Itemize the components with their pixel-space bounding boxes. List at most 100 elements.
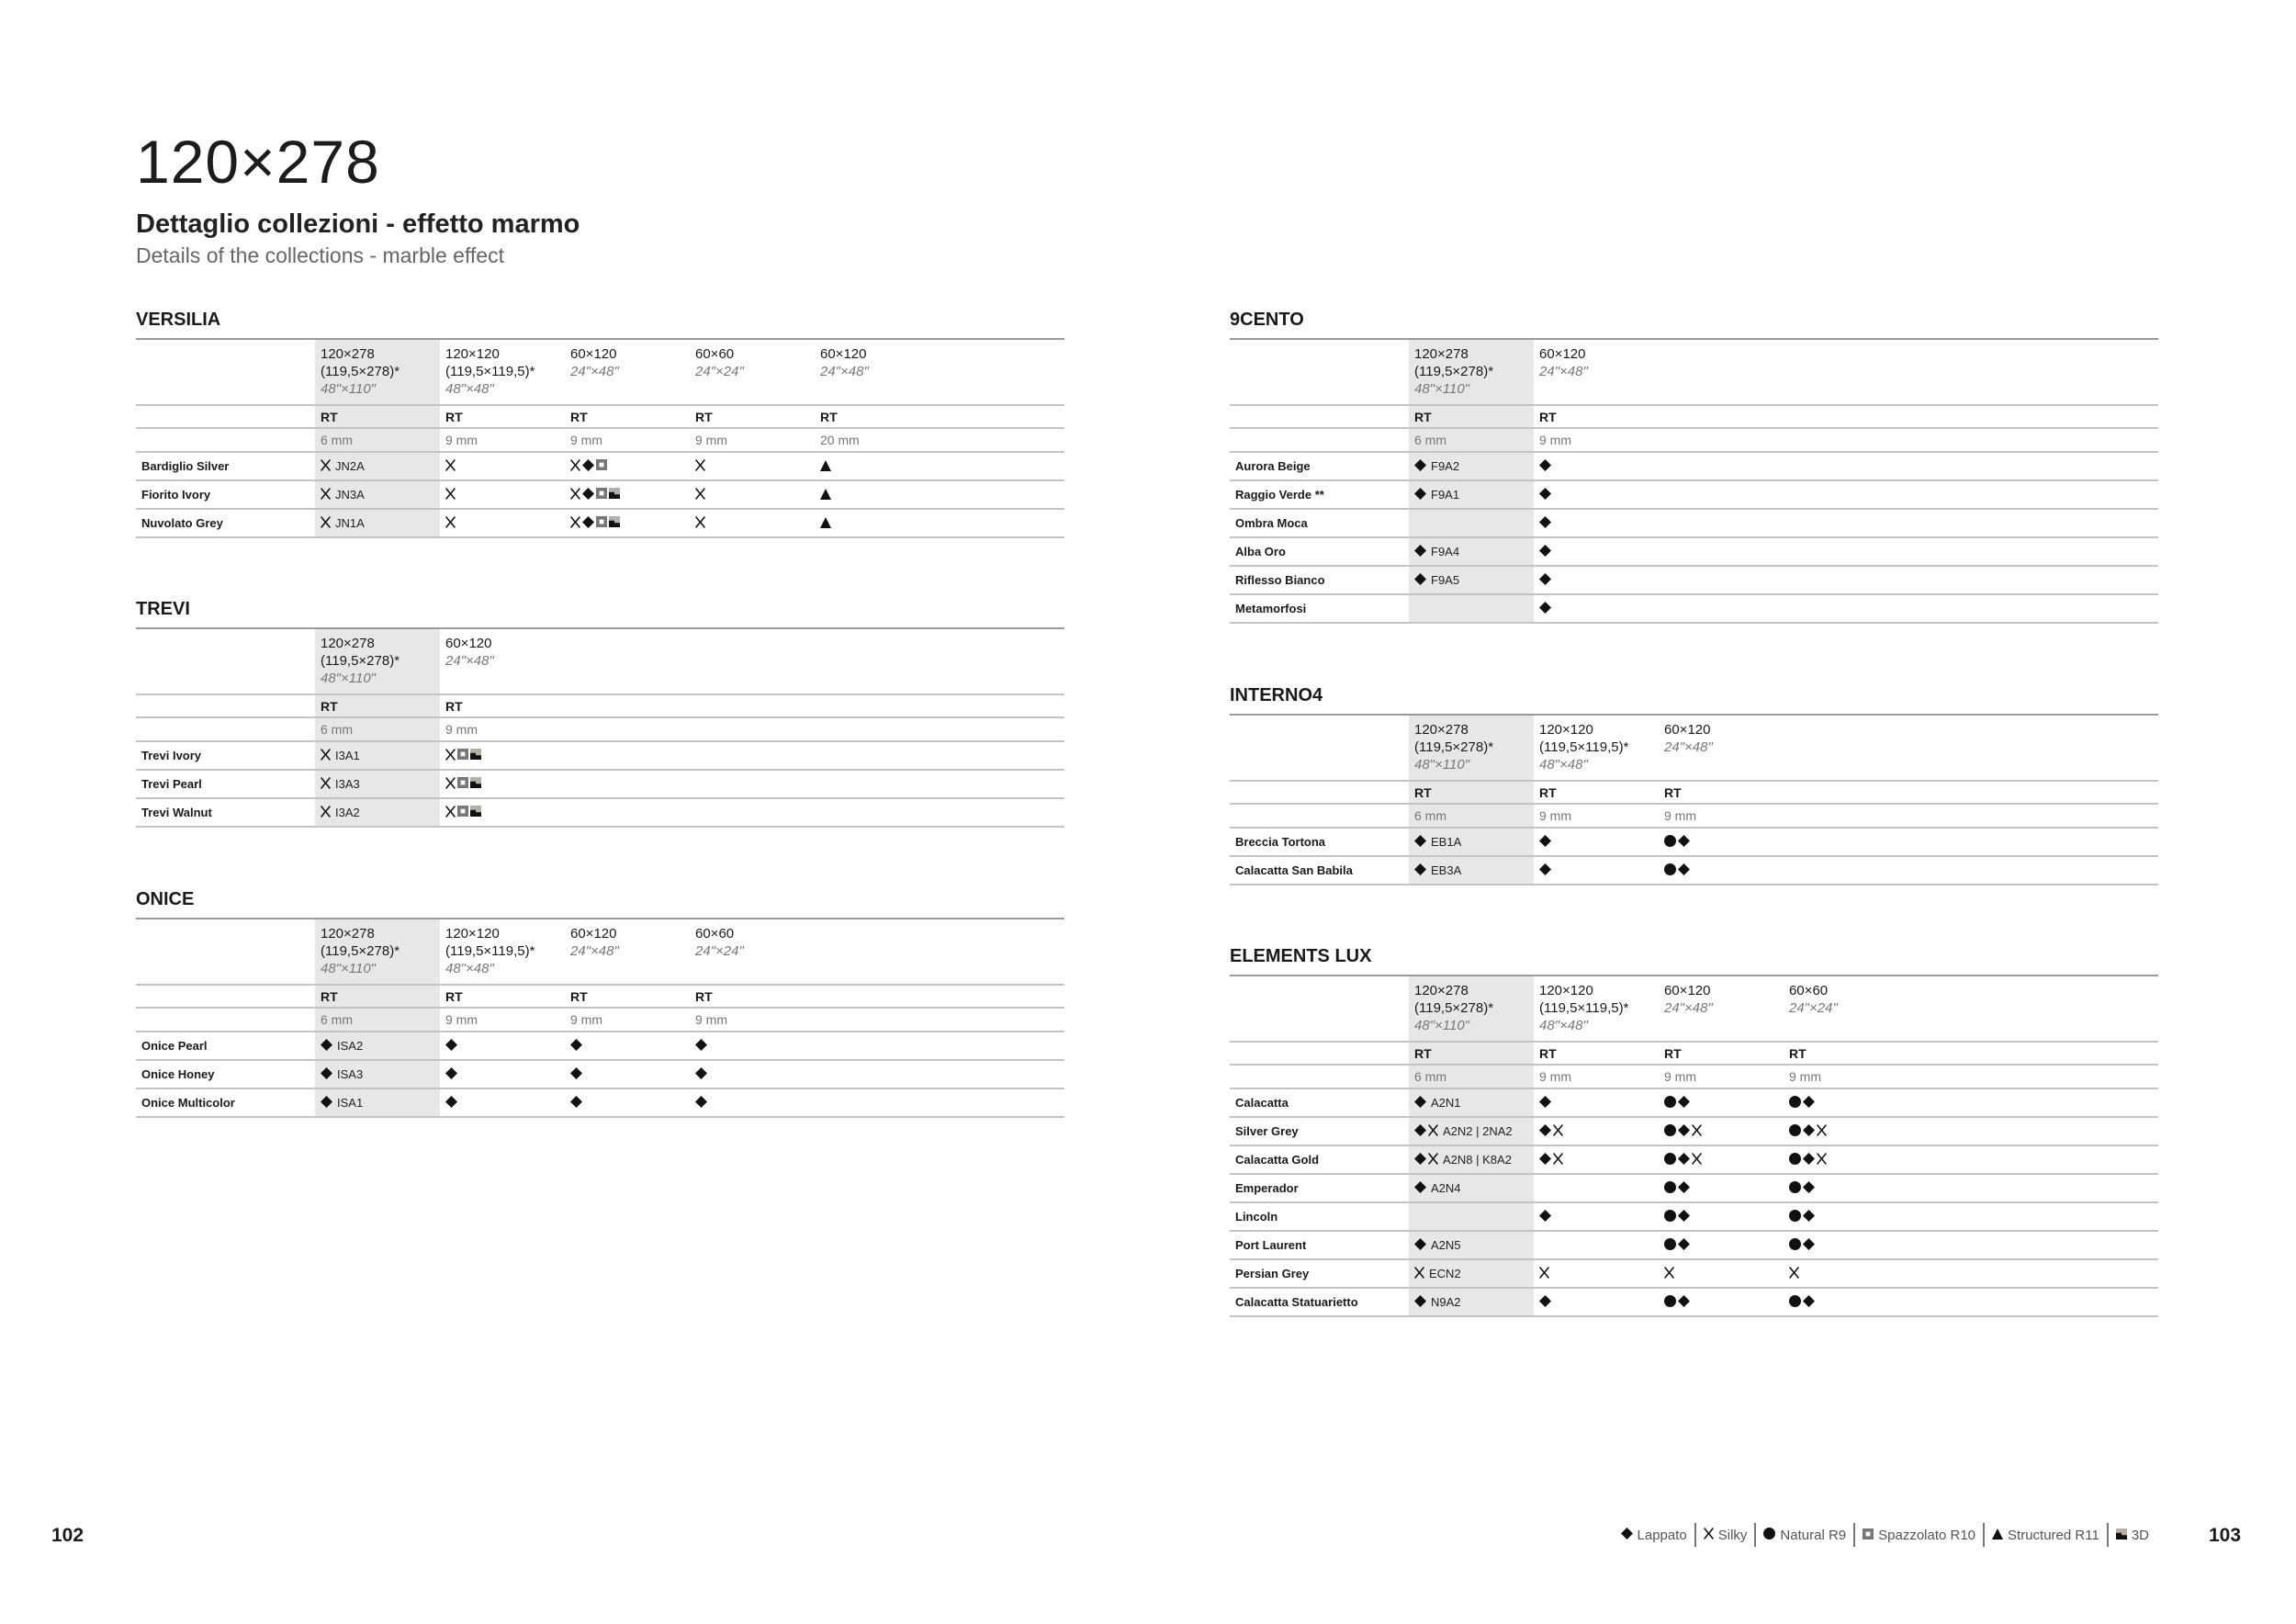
lappato-icon <box>1414 834 1426 850</box>
table-row: Emperador A2N4 <box>1230 1174 2158 1203</box>
size-inches: 24"×24" <box>1789 1000 1838 1016</box>
empty-cell <box>1908 1174 2158 1203</box>
empty-cell <box>565 798 1064 828</box>
lappato-icon <box>695 1066 707 1082</box>
empty-cell <box>1908 976 2158 1043</box>
size-header: 120×278 (119,5×278)* 48"×110" <box>315 919 440 986</box>
silky-icon <box>695 458 705 474</box>
spazzolato-icon <box>596 488 607 502</box>
availability-cell <box>1534 566 1659 595</box>
availability-cell: F9A2 <box>1409 452 1534 481</box>
edge-finish: RT <box>815 405 940 429</box>
legend-item-spazzolato: Spazzolato R10 <box>1853 1523 1983 1547</box>
availability-cell: F9A4 <box>1409 537 1534 567</box>
collection-versilia: VERSILIA 120×278 (119,5×278)* 48"×110" 120×1… <box>136 310 1064 538</box>
product-code: JN3A <box>335 488 365 502</box>
silky-icon <box>445 487 456 502</box>
table-row: Raggio Verde ** F9A1 <box>1230 480 2158 510</box>
size-header: 120×278 (119,5×278)* 48"×110" <box>1409 339 1534 406</box>
size-header-row: 120×278 (119,5×278)* 48"×110" 60×120 24"×48" <box>136 628 1064 695</box>
3d-icon <box>470 777 481 791</box>
size-header-row: 120×278 (119,5×278)* 48"×110" 120×120 (119,5… <box>1230 976 2158 1043</box>
thickness-row: 6 mm 9 mm <box>1230 428 2158 453</box>
lappato-icon <box>1678 1180 1690 1196</box>
natural-icon <box>1789 1294 1801 1310</box>
legend-label: Lappato <box>1637 1527 1687 1543</box>
table-row: Fiorito Ivory JN3A <box>136 480 1064 510</box>
silky-icon <box>321 776 331 792</box>
empty-cell <box>1784 856 2158 885</box>
page-subtitle: Dettaglio collezioni - effetto marmo <box>136 209 580 239</box>
collection-table: 120×278 (119,5×278)* 48"×110" 120×120 (119,5… <box>1230 975 2158 1317</box>
lappato-icon <box>445 1038 457 1054</box>
silky-icon <box>1553 1152 1563 1167</box>
product-name: Calacatta Statuarietto <box>1230 1288 1409 1317</box>
edge-finish: RT <box>1534 1042 1659 1066</box>
finish-row: RT RT RT RT RT <box>136 405 1064 429</box>
availability-cell <box>565 480 690 510</box>
table-row: Port Laurent A2N5 <box>1230 1231 2158 1260</box>
availability-cell <box>1659 1288 1784 1317</box>
collection-title: VERSILIA <box>136 310 221 330</box>
size-inches: 24"×48" <box>820 364 869 379</box>
edge-finish: RT <box>1409 405 1534 429</box>
thickness: 6 mm <box>1409 428 1534 453</box>
product-name: Metamorfosi <box>1230 594 1409 624</box>
availability-cell <box>1534 509 1659 538</box>
lappato-icon <box>1678 1152 1690 1167</box>
availability-cell <box>815 509 940 538</box>
collection-table: 120×278 (119,5×278)* 48"×110" 60×120 24"×48"… <box>136 627 1064 828</box>
size-header-row: 120×278 (119,5×278)* 48"×110" 60×120 24"×48" <box>1230 339 2158 406</box>
size-inches: 48"×110" <box>1414 381 1470 397</box>
product-name: Calacatta San Babila <box>1230 856 1409 885</box>
lappato-icon <box>1414 544 1426 559</box>
size-header-row: 120×278 (119,5×278)* 48"×110" 120×120 (119,5… <box>136 339 1064 406</box>
empty-cell <box>815 1088 1064 1118</box>
thickness: 6 mm <box>1409 804 1534 829</box>
lappato-icon <box>1414 1152 1426 1167</box>
product-code: ISA1 <box>337 1096 364 1111</box>
size-header: 120×120 (119,5×119,5)* 48"×48" <box>440 919 565 986</box>
thickness: 6 mm <box>1409 1065 1534 1089</box>
size-inches: 48"×48" <box>1539 1018 1588 1033</box>
table-row: Persian Grey ECN2 <box>1230 1259 2158 1289</box>
empty-cell <box>1659 509 2158 538</box>
finish-row: RT RT <box>1230 405 2158 429</box>
availability-cell <box>440 1088 565 1118</box>
lappato-icon <box>695 1095 707 1111</box>
table-row: Calacatta San Babila EB3A <box>1230 856 2158 885</box>
size-inches: 48"×110" <box>321 381 377 397</box>
size-header: 120×120 (119,5×119,5)* 48"×48" <box>1534 976 1659 1043</box>
product-name: Trevi Ivory <box>136 741 315 771</box>
size-label: 60×120 <box>820 346 867 362</box>
availability-cell <box>1784 1117 1908 1146</box>
size-exact: (119,5×278)* <box>321 364 400 379</box>
silky-icon <box>321 805 331 820</box>
lappato-icon <box>1678 1095 1690 1111</box>
product-name: Raggio Verde ** <box>1230 480 1409 510</box>
size-exact: (119,5×278)* <box>321 943 400 959</box>
product-code: F9A2 <box>1431 459 1460 474</box>
lappato-icon <box>1803 1180 1815 1196</box>
size-inches: 48"×110" <box>1414 757 1470 773</box>
product-name: Trevi Walnut <box>136 798 315 828</box>
availability-cell <box>1784 1145 1908 1175</box>
size-inches: 24"×48" <box>445 653 494 669</box>
size-header: 120×120 (119,5×119,5)* 48"×48" <box>440 339 565 406</box>
lappato-icon <box>321 1038 332 1054</box>
size-header: 120×278 (119,5×278)* 48"×110" <box>1409 976 1534 1043</box>
natural-icon <box>1664 1180 1676 1196</box>
collection-table: 120×278 (119,5×278)* 48"×110" 120×120 (119,5… <box>1230 714 2158 885</box>
size-header: 60×120 24"×48" <box>565 919 690 986</box>
collection-title: ELEMENTS LUX <box>1230 946 1372 966</box>
availability-cell <box>565 1088 690 1118</box>
size-header: 120×278 (119,5×278)* 48"×110" <box>1409 715 1534 782</box>
lappato-icon <box>1539 1095 1551 1111</box>
natural-icon <box>1789 1152 1801 1167</box>
lappato-icon <box>570 1066 582 1082</box>
availability-cell <box>1659 1259 1784 1289</box>
edge-finish: RT <box>315 694 440 718</box>
product-name: Alba Oro <box>1230 537 1409 567</box>
silky-icon <box>1817 1123 1827 1139</box>
finish-row: RT RT <box>136 694 1064 718</box>
